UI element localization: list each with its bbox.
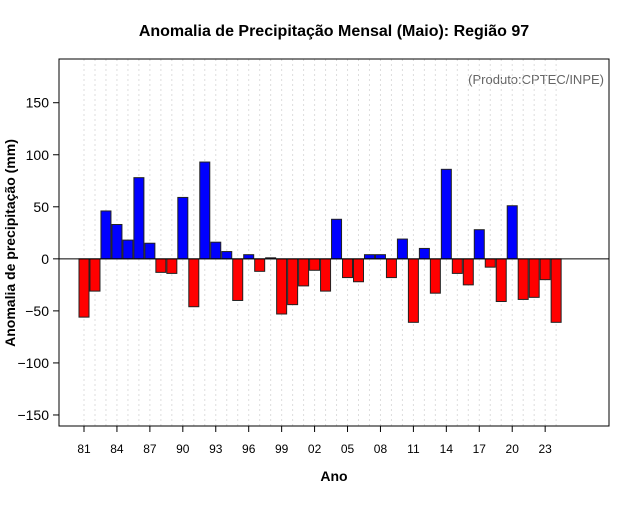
bar-1999 — [276, 258, 288, 315]
x-tick-label: 11 — [407, 442, 420, 456]
y-tick-label: 100 — [26, 147, 50, 163]
bar-1994 — [221, 251, 233, 260]
y-axis-label: Anomalia de precipitação (mm) — [2, 139, 18, 347]
bar-2021 — [517, 258, 529, 300]
y-tick-label: 150 — [26, 95, 50, 111]
bar-2007 — [363, 254, 375, 260]
x-tick-label: 05 — [341, 442, 355, 456]
bar-2010 — [396, 238, 408, 260]
x-tick-label: 84 — [110, 442, 124, 456]
bar-1986 — [133, 177, 145, 260]
bar-2002 — [309, 258, 321, 271]
bar-2001 — [298, 258, 310, 287]
x-tick-label: 02 — [308, 442, 322, 456]
x-tick-label: 93 — [209, 442, 223, 456]
bar-2020 — [506, 205, 518, 260]
bar-1993 — [210, 241, 222, 260]
bar-1997 — [254, 258, 266, 272]
bar-2012 — [418, 247, 430, 260]
bar-2016 — [462, 258, 474, 286]
x-tick-label: 81 — [77, 442, 91, 456]
bar-2022 — [528, 258, 540, 298]
bar-1982 — [89, 258, 101, 292]
bar-2011 — [407, 258, 419, 323]
bar-2004 — [331, 218, 343, 260]
x-tick-label: 23 — [538, 442, 552, 456]
bar-1995 — [232, 258, 244, 301]
bar-1987 — [144, 242, 156, 260]
bar-2006 — [353, 258, 364, 283]
x-tick-label: 87 — [143, 442, 157, 456]
bar-1992 — [199, 161, 211, 260]
plot-frame — [58, 58, 610, 427]
x-axis-label: Ano — [320, 468, 347, 484]
x-tick-label: 96 — [242, 442, 256, 456]
chart-title: Anomalia de Precipitação Mensal (Maio): … — [139, 23, 529, 40]
y-tick-label: −50 — [25, 303, 49, 319]
bar-2008 — [374, 254, 386, 260]
bar-2014 — [440, 168, 452, 260]
x-tick-label: 14 — [440, 442, 454, 456]
bar-1981 — [78, 258, 90, 318]
bar-2023 — [539, 258, 551, 281]
bar-1990 — [177, 196, 189, 260]
bar-1988 — [155, 258, 167, 273]
x-tick-label: 99 — [275, 442, 289, 456]
bar-2009 — [385, 258, 397, 279]
bar-1985 — [122, 239, 134, 260]
y-tick-label: 50 — [33, 199, 49, 215]
bar-2017 — [473, 229, 485, 260]
bar-1983 — [100, 210, 112, 260]
bar-2013 — [429, 258, 441, 294]
y-tick-label: −100 — [17, 355, 49, 371]
x-tick-label: 90 — [176, 442, 190, 456]
bar-2024 — [550, 258, 562, 323]
bar-2000 — [287, 258, 299, 306]
x-tick-label: 17 — [473, 442, 487, 456]
bar-2003 — [320, 258, 332, 292]
bar-2005 — [342, 258, 354, 279]
bar-1991 — [188, 258, 200, 308]
bar-2018 — [484, 258, 496, 268]
y-tick-label: 0 — [41, 251, 49, 267]
bar-1984 — [111, 223, 123, 260]
source-annotation: (Produto:CPTEC/INPE) — [468, 72, 604, 87]
bar-2019 — [495, 258, 507, 303]
x-tick-label: 20 — [506, 442, 520, 456]
y-tick-label: −150 — [17, 407, 49, 423]
bar-1996 — [243, 254, 255, 260]
bar-2015 — [451, 258, 463, 274]
bar-1989 — [166, 258, 178, 274]
x-tick-label: 08 — [374, 442, 388, 456]
